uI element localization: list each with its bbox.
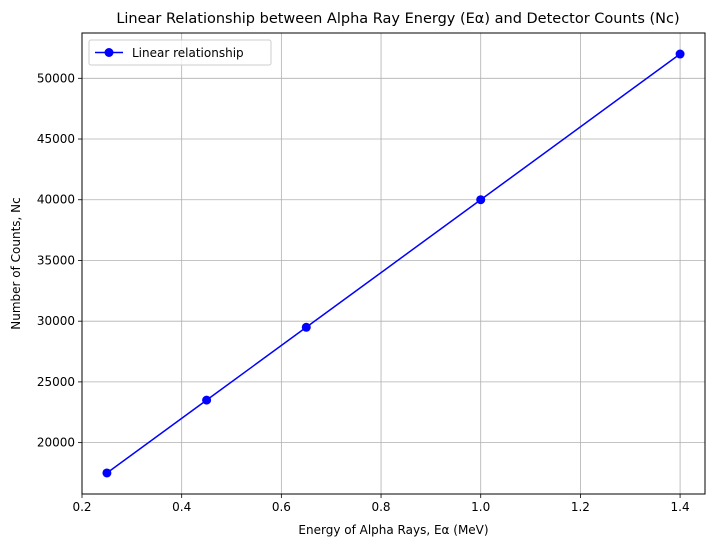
data-point <box>102 468 112 478</box>
data-point <box>301 322 311 332</box>
x-tick-label: 0.6 <box>272 500 291 514</box>
x-axis-label: Energy of Alpha Rays, Eα (MeV) <box>298 523 488 537</box>
x-tick-label: 1.4 <box>671 500 690 514</box>
x-tick-label: 0.4 <box>172 500 191 514</box>
y-axis-label: Number of Counts, Nc <box>9 197 23 330</box>
legend-marker-swatch <box>104 48 114 57</box>
x-tick-label: 0.8 <box>371 500 390 514</box>
plot-frame <box>81 32 706 495</box>
y-tick-label: 35000 <box>37 253 75 267</box>
data-point <box>476 195 486 205</box>
series-layer <box>102 49 685 478</box>
y-tick-label: 30000 <box>37 314 75 328</box>
data-point <box>675 49 685 59</box>
legend-label: Linear relationship <box>132 46 244 60</box>
y-tick-label: 50000 <box>37 71 75 85</box>
legend: Linear relationship <box>88 39 272 66</box>
x-tick-label: 1.0 <box>471 500 490 514</box>
grid <box>81 33 705 494</box>
y-tick-label: 20000 <box>37 436 75 450</box>
data-point <box>202 395 212 405</box>
chart-title: Linear Relationship between Alpha Ray En… <box>116 11 679 27</box>
x-tick-label: 0.2 <box>72 500 91 514</box>
y-tick-label: 40000 <box>37 193 75 207</box>
legend-box <box>88 39 272 66</box>
axis-ticks: 0.2 0.4 0.6 0.8 1.0 1.2 1.4 20000 25000 30000 3500… <box>37 71 690 514</box>
y-tick-label: 45000 <box>37 132 75 146</box>
y-tick-label: 25000 <box>37 375 75 389</box>
x-tick-label: 1.2 <box>571 500 590 514</box>
